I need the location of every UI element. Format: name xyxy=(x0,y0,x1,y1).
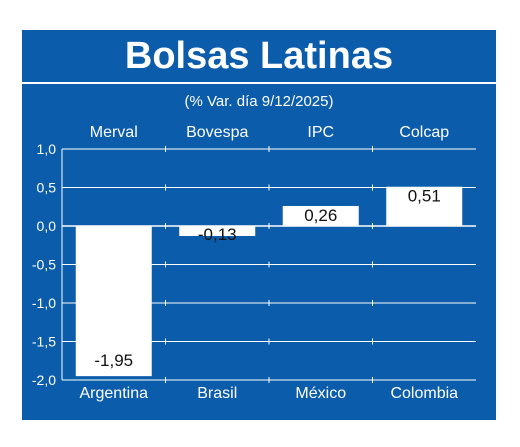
y-tick-label: 1,0 xyxy=(37,141,57,157)
bar xyxy=(75,226,152,377)
bar xyxy=(179,226,256,237)
index-name: Bovespa xyxy=(186,124,248,141)
category-label: Argentina xyxy=(80,385,149,402)
category-label: Colombia xyxy=(390,385,458,402)
y-tick-label: -2,0 xyxy=(32,372,56,388)
title-bar: Bolsas Latinas xyxy=(22,30,496,84)
chart-subtitle: (% Var. día 9/12/2025) xyxy=(184,93,334,110)
y-tick-label: 0,0 xyxy=(37,218,57,234)
y-tick-label: -1,0 xyxy=(32,295,56,311)
value-label: -1,95 xyxy=(94,351,133,370)
category-label: Brasil xyxy=(197,385,237,402)
y-tick-label: -0,5 xyxy=(32,257,56,273)
value-label: 0,51 xyxy=(408,187,441,206)
bar xyxy=(282,205,359,226)
bar xyxy=(386,186,463,226)
chart-title: Bolsas Latinas xyxy=(124,35,394,77)
bar-chart: 1,0 0,5 0,0 -0,5 -1,0 -1,5 -2,0 -1,95 Merval Arge… xyxy=(32,124,476,402)
value-label: 0,26 xyxy=(304,206,337,225)
index-name: Merval xyxy=(90,124,138,141)
value-label: -0,13 xyxy=(198,225,237,244)
index-name: Colcap xyxy=(399,124,449,141)
chart-panel: Bolsas Latinas (% Var. día 9/12/2025) 1,… xyxy=(22,30,496,420)
y-tick-label: -1,5 xyxy=(32,334,56,350)
index-name: IPC xyxy=(307,124,334,141)
y-tick-label: 0,5 xyxy=(37,180,57,196)
category-label: México xyxy=(295,385,346,402)
